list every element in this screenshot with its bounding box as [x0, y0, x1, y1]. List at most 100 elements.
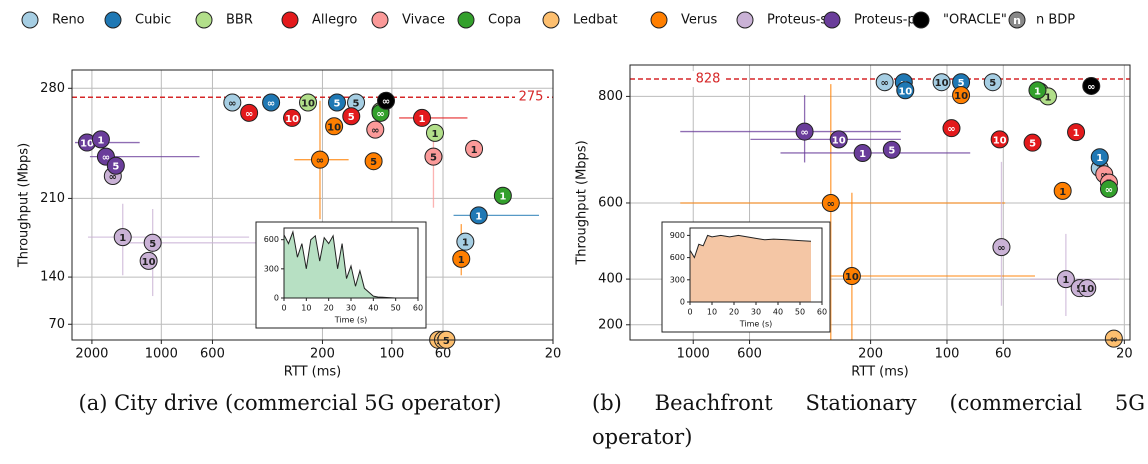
point	[456, 232, 475, 251]
y-tick-label: 140	[40, 270, 65, 285]
point	[465, 139, 484, 158]
point	[882, 140, 901, 159]
legend-marker	[823, 11, 841, 29]
legend-marker	[281, 11, 299, 29]
legend-marker	[195, 11, 213, 29]
point-label: 5	[1029, 139, 1036, 150]
caption: (b) Beachfront Stationary (commercial 5G…	[592, 391, 1145, 449]
reference-label: 828	[696, 72, 721, 87]
point	[240, 103, 259, 122]
point	[425, 123, 444, 142]
point	[1090, 148, 1109, 167]
point	[310, 150, 329, 169]
point-label: 5	[112, 162, 119, 173]
point-label: 5	[989, 78, 996, 89]
legend-marker	[542, 11, 560, 29]
point	[983, 73, 1002, 92]
inset-x-tick-label: 50	[795, 308, 805, 317]
point-label: 5	[430, 153, 437, 164]
y-tick-label: 210	[40, 191, 65, 206]
inset-line	[283, 230, 407, 299]
inset-x-tick-label: 50	[391, 304, 401, 313]
point-label: 1	[1073, 128, 1080, 139]
point-label: 5	[888, 146, 895, 157]
y-tick-label: 600	[598, 195, 623, 210]
x-tick-label: 600	[200, 347, 225, 362]
legend-marker	[371, 11, 389, 29]
point-label: 10	[832, 135, 846, 146]
point	[223, 93, 242, 112]
legend-marker	[1008, 11, 1026, 29]
legend-label: Copa	[488, 13, 521, 28]
point	[342, 107, 361, 126]
inset-y-tick-label: 900	[670, 231, 685, 240]
point	[113, 228, 132, 247]
point-label: ∞	[267, 98, 275, 109]
point-label: 10	[898, 86, 912, 97]
inset-x-tick-label: 0	[281, 304, 286, 313]
x-tick-label: 60	[995, 347, 1012, 362]
point-label: ∞	[997, 243, 1005, 254]
inset-y-tick-label: 600	[670, 253, 685, 262]
inset-x-tick-label: 60	[413, 304, 423, 313]
point	[424, 147, 443, 166]
point-label: 10	[301, 98, 315, 109]
plot-frame	[71, 69, 554, 341]
point	[992, 238, 1011, 257]
point	[1067, 123, 1086, 142]
legend-marker	[912, 11, 930, 29]
point-label: ∞	[376, 109, 384, 120]
point-label: 5	[353, 98, 360, 109]
point-label: 5	[149, 239, 156, 250]
legend-marker	[736, 11, 754, 29]
point-label: ∞	[800, 128, 808, 139]
legend-label: Proteus-s	[767, 13, 827, 28]
inset-y-tick-label: 300	[264, 264, 279, 273]
point-label: 1	[1062, 275, 1069, 286]
point-label: 10	[142, 257, 156, 268]
point-label: ∞	[1105, 185, 1113, 196]
point-label: ∞	[316, 156, 324, 167]
point-label: 1	[458, 255, 465, 266]
inset-x-tick-label: 60	[817, 308, 827, 317]
point	[1078, 279, 1097, 298]
inset-x-tick-label: 20	[324, 304, 334, 313]
inset-x-tick-label: 0	[687, 308, 692, 317]
point-label: 1	[1096, 153, 1103, 164]
point-label: ∞	[827, 199, 835, 210]
legend-label: Verus	[681, 13, 717, 28]
point-label: 5	[370, 157, 377, 168]
point	[452, 249, 471, 268]
x-tick-label: 20	[1116, 347, 1133, 362]
point-label: 1	[462, 238, 469, 249]
inset-line	[689, 234, 812, 259]
point	[139, 251, 158, 270]
point	[1056, 270, 1075, 289]
caption: (a) City drive (commercial 5G operator)	[78, 391, 502, 415]
point-label: 1	[859, 149, 866, 160]
legend-marker	[457, 11, 475, 29]
point-label: 10	[285, 114, 299, 125]
point-label: ∞	[881, 78, 889, 89]
point	[1053, 181, 1072, 200]
y-tick-label: 70	[48, 317, 65, 332]
inset-y-tick-label: 0	[274, 294, 279, 303]
reference-label-bg	[692, 71, 724, 88]
legend-label: Cubic	[135, 13, 171, 28]
point	[143, 233, 162, 252]
point	[413, 108, 432, 127]
inset-x-tick-label: 10	[301, 304, 311, 313]
point-label: 5	[333, 98, 340, 109]
point-label: ∞	[947, 124, 955, 135]
point	[91, 130, 110, 149]
point-label: 1	[419, 114, 426, 125]
inset-x-tick-label: 40	[368, 304, 378, 313]
x-tick-label: 1000	[677, 347, 710, 362]
reference-label: 275	[519, 90, 544, 105]
point	[1082, 76, 1101, 95]
legend-label: Proteus-p	[854, 13, 916, 28]
point-label: 1	[499, 192, 506, 203]
